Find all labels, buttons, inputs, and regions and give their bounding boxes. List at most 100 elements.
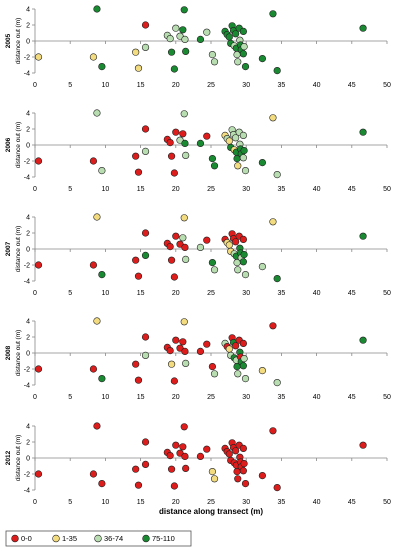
data-point [98, 375, 106, 383]
x-tick-label: 0 [33, 394, 37, 401]
data-point [167, 256, 176, 264]
data-point [240, 355, 248, 363]
data-point [208, 468, 217, 476]
data-point [141, 351, 150, 360]
x-tick-label: 10 [102, 394, 110, 401]
x-tick-label: 20 [172, 82, 180, 89]
data-point [98, 62, 106, 71]
data-point [210, 370, 219, 378]
x-tick-label: 15 [137, 499, 145, 506]
x-tick-label: 45 [348, 394, 356, 401]
legend-marker [94, 534, 102, 543]
y-axis-title: distance out (m) [15, 435, 22, 482]
y-tick-label: -2 [24, 262, 30, 269]
data-point [141, 43, 150, 52]
data-point [273, 171, 281, 179]
data-point [180, 318, 188, 326]
y-axis-title: distance out (m) [15, 122, 22, 169]
x-tick-label: 45 [348, 499, 356, 506]
data-point [241, 271, 250, 279]
y-axis-title: distance out (m) [15, 226, 22, 273]
data-point [89, 53, 98, 61]
data-point [359, 336, 367, 344]
data-point [89, 365, 98, 373]
data-point [240, 251, 248, 259]
data-point [241, 480, 250, 488]
data-point [179, 130, 187, 138]
data-point [141, 460, 150, 469]
x-tick-label: 25 [207, 186, 215, 193]
data-point [172, 128, 180, 136]
legend-marker [52, 534, 60, 543]
data-point [167, 360, 176, 368]
data-point [34, 53, 43, 61]
x-tick-label: 5 [68, 186, 72, 193]
x-tick-label: 35 [278, 499, 286, 506]
legend-marker [11, 534, 19, 543]
y-tick-label: 4 [26, 110, 30, 117]
data-point [132, 256, 140, 264]
data-point [172, 441, 180, 449]
y-tick-label: 0 [26, 142, 30, 149]
data-point [210, 162, 219, 170]
legend-marker [142, 534, 150, 543]
data-point [359, 441, 367, 449]
x-tick-label: 50 [383, 499, 391, 506]
x-tick-label: 0 [33, 186, 37, 193]
data-point [179, 338, 187, 346]
data-point [167, 48, 176, 56]
data-point [232, 447, 240, 455]
data-point [208, 155, 217, 163]
data-point [234, 266, 242, 274]
x-tick-label: 5 [68, 394, 72, 401]
y-tick-label: 0 [26, 350, 30, 357]
y-tick-label: 4 [26, 423, 30, 430]
data-point [241, 62, 250, 71]
data-point [134, 272, 143, 280]
x-tick-label: 30 [242, 82, 250, 89]
y-tick-label: 2 [26, 439, 30, 446]
data-point [93, 422, 101, 430]
data-point [225, 345, 233, 353]
data-point [210, 266, 219, 274]
data-point [234, 370, 242, 378]
y-tick-label: 0 [26, 455, 30, 462]
data-point [181, 35, 189, 44]
panel-year-label: 2005 [5, 33, 12, 48]
legend-label: 1-35 [62, 534, 77, 543]
data-point [98, 480, 106, 488]
x-tick-label: 15 [137, 394, 145, 401]
data-point [167, 465, 176, 473]
y-tick-label: -4 [24, 382, 30, 389]
data-point [240, 460, 248, 468]
data-point [208, 50, 217, 59]
data-point [170, 169, 178, 177]
data-point [89, 261, 98, 269]
x-tick-label: 35 [278, 394, 286, 401]
x-tick-label: 40 [313, 186, 321, 193]
data-point [273, 379, 281, 387]
data-point [269, 322, 277, 330]
data-point [269, 427, 277, 435]
data-point [166, 139, 174, 147]
y-tick-label: -2 [24, 158, 30, 165]
data-point [172, 336, 180, 344]
x-tick-label: 45 [348, 186, 356, 193]
data-point [234, 58, 242, 66]
data-point [196, 139, 205, 147]
data-point [181, 452, 189, 461]
data-point [166, 243, 174, 251]
data-point [182, 464, 190, 473]
data-point [208, 259, 217, 267]
x-tick-label: 50 [383, 186, 391, 193]
x-tick-label: 10 [102, 82, 110, 89]
y-tick-label: -2 [24, 366, 30, 373]
x-tick-label: 20 [172, 499, 180, 506]
data-point [93, 109, 101, 117]
data-point [241, 375, 250, 383]
x-tick-label: 30 [242, 499, 250, 506]
data-point [234, 162, 242, 170]
data-point [179, 234, 187, 242]
y-tick-label: -2 [24, 471, 30, 478]
data-point [170, 377, 178, 385]
